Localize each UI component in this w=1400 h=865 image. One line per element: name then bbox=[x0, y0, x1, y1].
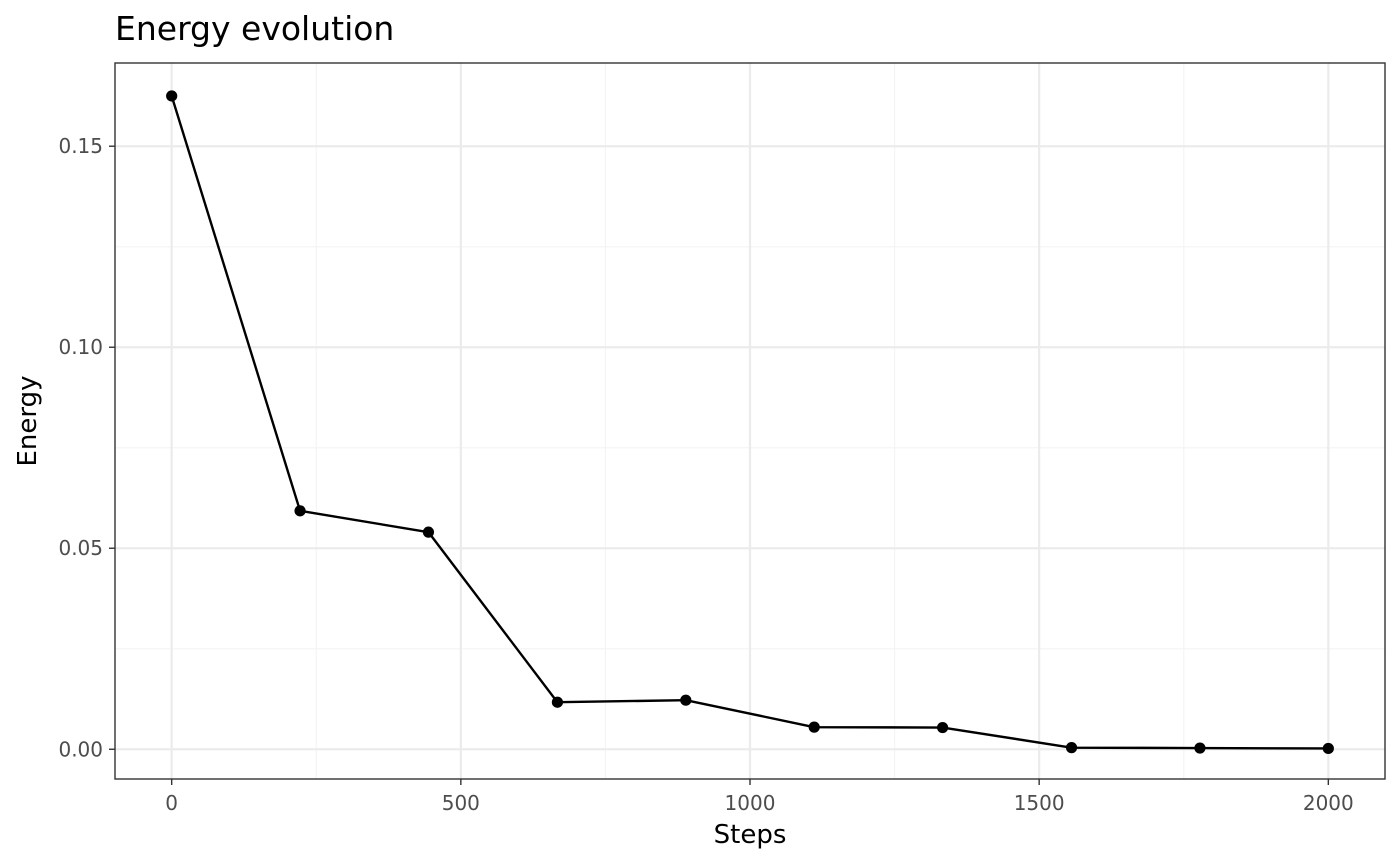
data-point bbox=[422, 526, 435, 538]
major-gridlines bbox=[115, 63, 1385, 779]
y-tick-label: 0.10 bbox=[58, 335, 103, 359]
y-tick-label: 0.15 bbox=[58, 134, 103, 158]
x-axis: 0 500 1000 1500 2000 bbox=[165, 779, 1354, 815]
x-tick-label: 1000 bbox=[725, 791, 776, 815]
x-tick-label: 2000 bbox=[1303, 791, 1354, 815]
x-tick-label: 1500 bbox=[1014, 791, 1065, 815]
y-axis: 0.00 0.05 0.10 0.15 bbox=[58, 134, 115, 761]
data-point bbox=[1065, 742, 1078, 754]
chart-title: Energy evolution bbox=[115, 9, 394, 48]
data-series bbox=[166, 90, 1334, 755]
x-tick-label: 0 bbox=[165, 791, 178, 815]
data-point bbox=[936, 721, 949, 734]
series-line bbox=[170, 95, 1329, 750]
data-point bbox=[294, 505, 306, 517]
y-tick-label: 0.00 bbox=[58, 737, 103, 761]
data-point bbox=[166, 90, 178, 102]
data-point bbox=[808, 721, 820, 733]
data-point bbox=[680, 694, 692, 706]
y-tick-label: 0.05 bbox=[58, 536, 103, 560]
data-point bbox=[1322, 742, 1334, 755]
data-point bbox=[551, 696, 564, 708]
x-axis-title: Steps bbox=[714, 820, 787, 850]
x-tick-label: 500 bbox=[442, 791, 480, 815]
data-point bbox=[1194, 742, 1206, 754]
y-axis-title: Energy bbox=[13, 375, 43, 466]
